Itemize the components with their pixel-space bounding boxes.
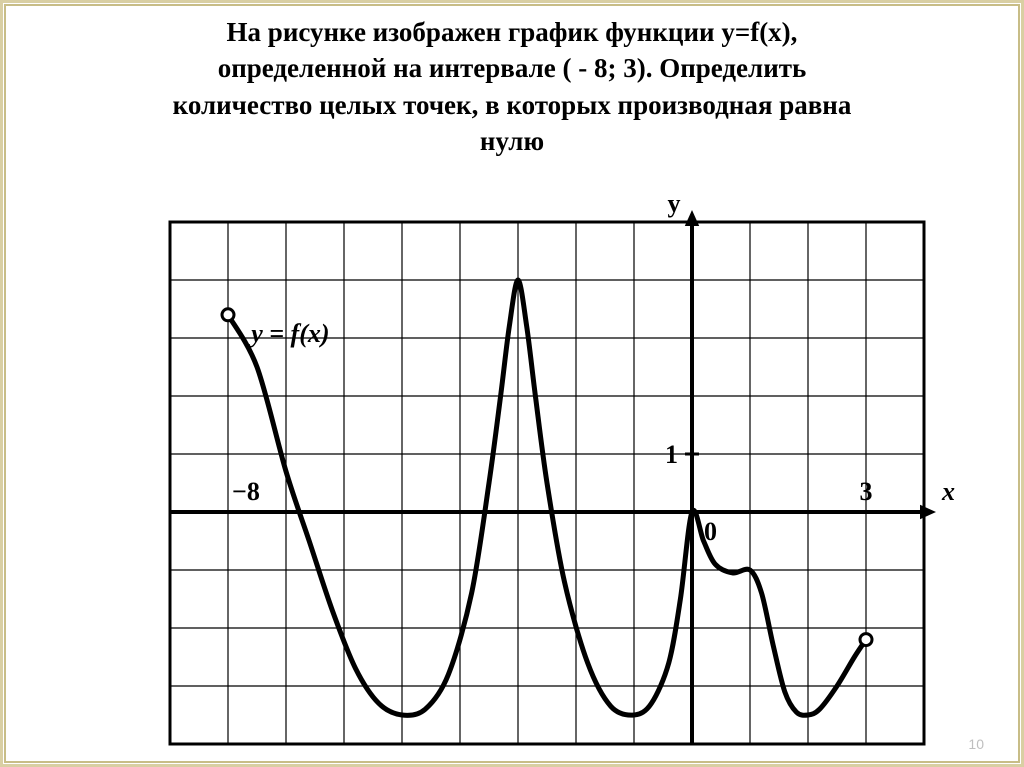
page-number: 10 (968, 736, 984, 752)
chart-svg: y x 0 1 −8 3 y = f(x) (150, 192, 964, 754)
function-graph: yx01−83y = f(x) (150, 192, 874, 688)
title-line-2: определенной на интервале ( - 8; 3). Опр… (218, 53, 807, 83)
problem-title: На рисунке изображен график функции y=f(… (0, 14, 1024, 160)
svg-text:0: 0 (704, 517, 717, 546)
svg-text:3: 3 (860, 477, 873, 506)
title-line-3: количество целых точек, в которых произв… (173, 90, 852, 120)
title-line-1: На рисунке изображен график функции y=f(… (227, 17, 798, 47)
svg-text:x: x (941, 477, 955, 506)
svg-text:1: 1 (665, 440, 678, 469)
svg-text:y: y (668, 192, 681, 218)
svg-text:−8: −8 (232, 477, 260, 506)
title-line-4: нулю (480, 126, 544, 156)
svg-text:y = f(x): y = f(x) (248, 319, 329, 348)
